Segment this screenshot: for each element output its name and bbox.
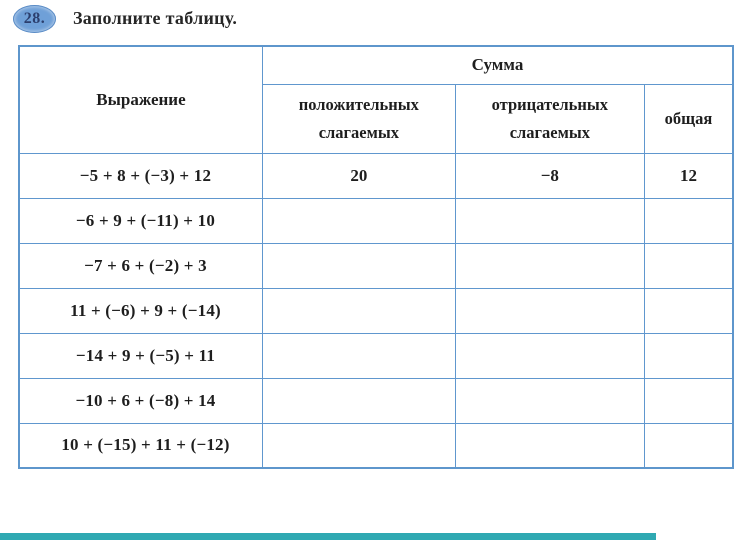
positive-sum-cell-empty[interactable] [261, 242, 456, 289]
page-divider-bar [0, 533, 656, 540]
negative-sum-cell-empty[interactable] [454, 287, 645, 334]
exercise-title: Заполните таблицу. [73, 8, 238, 28]
header-row-group: Выражение Сумма [18, 45, 734, 154]
table-row: −7 + 6 + (−2) + 3 [18, 242, 734, 289]
fill-in-table: Выражение Сумма положительных слагаемых … [18, 45, 734, 469]
column-header-expression: Выражение [18, 45, 263, 154]
header-row-sub: положительных слагаемых отрицательных сл… [19, 83, 734, 154]
column-header-total: общая [643, 83, 734, 154]
column-header-negative-addends: отрицательных слагаемых [454, 83, 645, 154]
positive-sum-cell-empty[interactable] [261, 287, 456, 334]
expression-cell: −7 + 6 + (−2) + 3 [18, 242, 263, 289]
expression-cell: −10 + 6 + (−8) + 14 [18, 377, 263, 424]
positive-sum-cell-empty[interactable] [261, 422, 456, 469]
table-row: 10 + (−15) + 11 + (−12) [18, 422, 734, 469]
total-sum-cell-empty[interactable] [643, 332, 734, 379]
column-header-positive-addends: положительных слагаемых [261, 83, 456, 154]
exercise-number: 28. [23, 10, 46, 27]
negative-sum-cell: −8 [454, 152, 645, 199]
negative-sum-cell-empty[interactable] [454, 197, 645, 244]
exercise-header: 28. Заполните таблицу. [0, 0, 750, 40]
positive-sum-cell: 20 [261, 152, 456, 199]
table-row: −5 + 8 + (−3) + 12 20 −8 12 [18, 152, 734, 199]
total-sum-cell-empty[interactable] [643, 197, 734, 244]
table-row: −6 + 9 + (−11) + 10 [18, 197, 734, 244]
table-row: −10 + 6 + (−8) + 14 [18, 377, 734, 424]
table-row: −14 + 9 + (−5) + 11 [18, 332, 734, 379]
negative-sum-cell-empty[interactable] [454, 332, 645, 379]
positive-sum-cell-empty[interactable] [261, 332, 456, 379]
expression-cell: 10 + (−15) + 11 + (−12) [18, 422, 263, 469]
positive-sum-cell-empty[interactable] [261, 377, 456, 424]
total-sum-cell-empty[interactable] [643, 242, 734, 289]
total-sum-cell-empty[interactable] [643, 422, 734, 469]
negative-sum-cell-empty[interactable] [454, 377, 645, 424]
total-sum-cell: 12 [643, 152, 734, 199]
table-row: 11 + (−6) + 9 + (−14) [18, 287, 734, 334]
total-sum-cell-empty[interactable] [643, 287, 734, 334]
exercise-number-badge: 28. [13, 5, 56, 33]
column-header-sum: Сумма [261, 45, 734, 85]
negative-sum-cell-empty[interactable] [454, 242, 645, 289]
expression-cell: −5 + 8 + (−3) + 12 [18, 152, 263, 199]
expression-cell: −14 + 9 + (−5) + 11 [18, 332, 263, 379]
expression-cell: −6 + 9 + (−11) + 10 [18, 197, 263, 244]
positive-sum-cell-empty[interactable] [261, 197, 456, 244]
negative-sum-cell-empty[interactable] [454, 422, 645, 469]
expression-cell: 11 + (−6) + 9 + (−14) [18, 287, 263, 334]
total-sum-cell-empty[interactable] [643, 377, 734, 424]
